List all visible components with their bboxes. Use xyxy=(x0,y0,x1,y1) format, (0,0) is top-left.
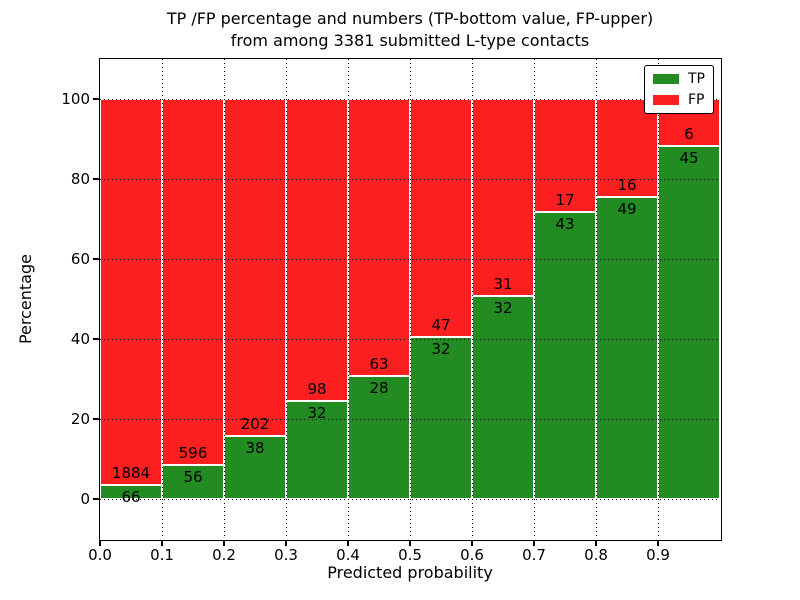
legend-swatch-tp xyxy=(653,74,679,84)
bar-segment-fp-2 xyxy=(224,99,286,436)
bar-label-tp-8: 49 xyxy=(617,200,637,219)
bar-segment-tp-2 xyxy=(224,435,286,499)
legend-label-fp: FP xyxy=(688,92,705,108)
x-tick-label-0.8: 0.8 xyxy=(584,546,608,564)
x-tick-mark-0.5 xyxy=(409,540,411,546)
plot-area: 1884 66 596 56 202 38 98 32 63 28 47 32 31 32 17 43 16 49… xyxy=(98,57,722,541)
bar-label-fp-0: 1884 xyxy=(111,464,151,483)
x-axis-label: Predicted probability xyxy=(327,563,493,582)
x-tick-label-0.6: 0.6 xyxy=(460,546,484,564)
x-tick-mark-0.2 xyxy=(223,540,225,546)
y-tick-label-20: 20 xyxy=(70,409,90,428)
bar-segment-tp-7 xyxy=(534,212,596,499)
bar-segment-fp-1 xyxy=(162,99,224,465)
bar-label-fp-8: 16 xyxy=(617,176,637,195)
bar-segment-fp-4 xyxy=(348,99,410,376)
chart-title-line-1: TP /FP percentage and numbers (TP-bottom… xyxy=(166,9,654,28)
bar-segment-tp-9 xyxy=(658,146,720,499)
gridline-x-0.5 xyxy=(409,59,411,539)
x-tick-label-0.0: 0.0 xyxy=(88,546,112,564)
y-tick-mark-20 xyxy=(92,418,99,420)
bar-label-fp-4: 63 xyxy=(369,354,389,373)
gridline-x-0.9 xyxy=(657,59,659,539)
y-tick-label-80: 80 xyxy=(70,169,90,188)
bar-segment-fp-6 xyxy=(472,99,534,296)
bar-label-fp-7: 17 xyxy=(555,191,575,210)
x-tick-mark-0.6 xyxy=(471,540,473,546)
bar-segment-tp-5 xyxy=(410,336,472,499)
x-tick-label-0.2: 0.2 xyxy=(212,546,236,564)
bar-segment-tp-8 xyxy=(596,197,658,499)
x-tick-mark-0.8 xyxy=(595,540,597,546)
x-tick-label-0.1: 0.1 xyxy=(150,546,174,564)
legend-label-tp: TP xyxy=(688,71,705,87)
bar-label-fp-9: 6 xyxy=(684,125,694,144)
gridline-x-0.6 xyxy=(471,59,473,539)
y-tick-mark-0 xyxy=(92,498,99,500)
x-tick-mark-0.0 xyxy=(99,540,101,546)
x-tick-mark-0.3 xyxy=(285,540,287,546)
bar-segment-fp-3 xyxy=(286,99,348,401)
bar-segment-tp-6 xyxy=(472,295,534,499)
x-tick-label-0.4: 0.4 xyxy=(336,546,360,564)
bar-label-fp-5: 47 xyxy=(431,315,451,334)
bar-label-fp-1: 596 xyxy=(178,443,208,462)
bar-segment-fp-8 xyxy=(596,99,658,198)
y-tick-mark-80 xyxy=(92,178,99,180)
y-tick-mark-40 xyxy=(92,338,99,340)
gridline-x-0.4 xyxy=(347,59,349,539)
bar-label-tp-6: 32 xyxy=(493,298,513,317)
x-tick-label-0.9: 0.9 xyxy=(646,546,670,564)
bar-label-fp-2: 202 xyxy=(240,414,270,433)
bar-label-tp-3: 32 xyxy=(307,403,327,422)
bar-label-tp-9: 45 xyxy=(679,149,699,168)
y-tick-label-60: 60 xyxy=(70,249,90,268)
gridline-x-0.3 xyxy=(285,59,287,539)
bar-label-tp-0: 66 xyxy=(121,488,141,507)
y-tick-label-40: 40 xyxy=(70,329,90,348)
y-axis-label: Percentage xyxy=(16,254,35,345)
y-tick-mark-100 xyxy=(92,98,99,100)
bar-label-tp-2: 38 xyxy=(245,438,265,457)
gridline-x-0.7 xyxy=(533,59,535,539)
x-tick-mark-0.9 xyxy=(657,540,659,546)
legend-entry-fp: FP xyxy=(653,93,705,107)
bar-label-tp-7: 43 xyxy=(555,215,575,234)
gridline-x-0.2 xyxy=(223,59,225,539)
legend-entry-tp: TP xyxy=(653,72,705,86)
bar-label-tp-1: 56 xyxy=(183,467,203,486)
x-tick-mark-0.7 xyxy=(533,540,535,546)
gridline-x-0.1 xyxy=(161,59,163,539)
bar-label-fp-3: 98 xyxy=(307,379,327,398)
bar-label-tp-4: 28 xyxy=(369,378,389,397)
y-tick-label-0: 0 xyxy=(80,489,90,508)
y-tick-label-100: 100 xyxy=(61,89,90,108)
y-tick-mark-60 xyxy=(92,258,99,260)
gridline-x-0.8 xyxy=(595,59,597,539)
legend-box: TP FP xyxy=(644,65,714,114)
chart-title-line-2: from among 3381 submitted L-type contact… xyxy=(230,31,590,50)
legend-swatch-fp xyxy=(653,95,679,105)
x-tick-mark-0.4 xyxy=(347,540,349,546)
bar-segment-fp-7 xyxy=(534,99,596,213)
bar-segment-tp-4 xyxy=(348,375,410,499)
bar-segment-tp-1 xyxy=(162,464,224,499)
x-tick-label-0.7: 0.7 xyxy=(522,546,546,564)
x-tick-mark-0.1 xyxy=(161,540,163,546)
bar-label-tp-5: 32 xyxy=(431,339,451,358)
x-tick-label-0.3: 0.3 xyxy=(274,546,298,564)
bar-label-fp-6: 31 xyxy=(493,274,513,293)
bar-segment-fp-0 xyxy=(100,99,162,486)
x-tick-label-0.5: 0.5 xyxy=(398,546,422,564)
bar-segment-fp-5 xyxy=(410,99,472,337)
